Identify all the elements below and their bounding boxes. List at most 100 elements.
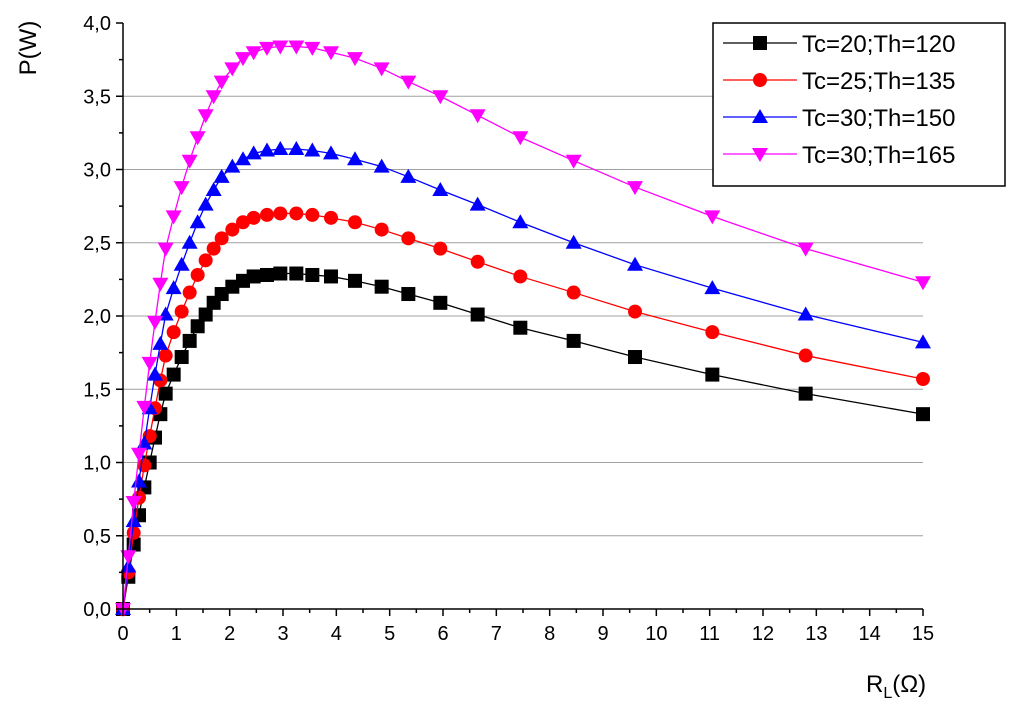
data-point (373, 62, 390, 77)
data-point (174, 304, 189, 319)
data-point (125, 513, 142, 528)
data-point (260, 207, 274, 222)
data-point (246, 269, 261, 284)
data-point (141, 356, 158, 371)
legend-item: Tc=20;Th=120 (723, 31, 955, 58)
data-point (206, 241, 221, 256)
data-point (190, 319, 205, 334)
x-tick-label: 8 (544, 623, 555, 645)
data-point (259, 142, 275, 157)
data-point (566, 333, 581, 348)
x-tick-label: 9 (597, 623, 608, 645)
data-point (147, 366, 163, 381)
data-point (173, 181, 190, 196)
y-tick-label: 3,5 (83, 86, 111, 108)
data-point (224, 62, 241, 77)
data-point (797, 242, 814, 257)
data-point (197, 196, 214, 211)
data-point (304, 142, 321, 157)
data-point (323, 46, 339, 61)
data-point (469, 109, 486, 124)
data-point (304, 41, 321, 56)
data-point (470, 307, 485, 322)
data-point (235, 52, 251, 67)
data-point (513, 269, 528, 284)
data-point (272, 40, 289, 55)
data-point (627, 181, 643, 196)
legend-label: Tc=30;Th=150 (802, 105, 955, 132)
data-point (288, 140, 305, 155)
data-point (236, 215, 250, 230)
data-point (189, 131, 206, 146)
x-tick-label: 14 (859, 623, 881, 645)
data-point (126, 525, 141, 540)
data-point (131, 447, 147, 462)
legend-marker (752, 148, 768, 162)
legend-item: Tc=30;Th=165 (723, 142, 955, 169)
legend-marker (753, 73, 767, 87)
data-point (205, 90, 222, 105)
data-point (120, 550, 137, 565)
x-tick-label: 2 (224, 623, 235, 645)
data-point (245, 46, 262, 61)
data-point (433, 295, 448, 310)
data-point (470, 254, 485, 269)
data-point (347, 52, 363, 67)
x-axis-title: RL(Ω) (866, 671, 926, 702)
data-point (158, 348, 173, 363)
data-point (401, 231, 416, 246)
x-tick-label: 10 (645, 623, 667, 645)
data-point (136, 400, 153, 415)
data-point (166, 325, 181, 340)
y-tick-label: 0,0 (83, 599, 111, 621)
data-point (324, 210, 338, 225)
data-point (347, 151, 363, 166)
data-point (225, 222, 240, 237)
data-point (705, 325, 720, 340)
data-point (565, 234, 582, 249)
tick-labels: 0,00,51,01,52,02,53,03,54,00 1 2 3 4 5 6 7 8 9 10 1… (83, 13, 934, 645)
y-tick-label: 0,5 (83, 526, 111, 548)
data-point (916, 407, 930, 422)
data-point (214, 287, 229, 302)
data-point (469, 196, 486, 211)
x-tick-label: 15 (912, 623, 934, 645)
data-point (260, 267, 274, 282)
data-point (400, 75, 417, 90)
x-tick-label: 13 (805, 623, 827, 645)
data-point (565, 154, 582, 169)
data-point (704, 280, 721, 295)
x-tick-label: 0 (117, 623, 128, 645)
x-tick-label: 3 (277, 623, 288, 645)
data-point (797, 306, 814, 321)
x-tick-label: 6 (437, 623, 448, 645)
data-point (120, 558, 137, 573)
y-tick-label: 2,5 (83, 233, 111, 255)
data-point (272, 140, 289, 155)
y-tick-label: 2,0 (83, 306, 111, 328)
data-point (245, 145, 262, 160)
data-point (400, 168, 417, 183)
data-point (289, 206, 304, 221)
data-point (798, 348, 813, 363)
data-point (288, 40, 305, 55)
data-point (374, 222, 389, 237)
data-point (289, 266, 304, 281)
data-point (915, 276, 931, 291)
data-point (348, 273, 362, 288)
data-point (512, 131, 529, 146)
legend: Tc=20;Th=120 Tc=25;Th=135 Tc=30;Th=150 Tc=3… (712, 22, 1006, 187)
data-point (259, 41, 275, 56)
data-point (236, 273, 250, 288)
data-point (198, 253, 213, 268)
legend-label: Tc=30;Th=165 (802, 142, 955, 169)
data-point (147, 315, 163, 330)
data-point (235, 151, 251, 166)
data-point (181, 154, 198, 169)
data-point (566, 285, 581, 300)
x-tick-label: 12 (752, 623, 774, 645)
data-point (433, 241, 448, 256)
legend-item: Tc=30;Th=150 (723, 105, 955, 132)
legend-label: Tc=20;Th=120 (802, 31, 955, 58)
data-point (213, 168, 230, 183)
